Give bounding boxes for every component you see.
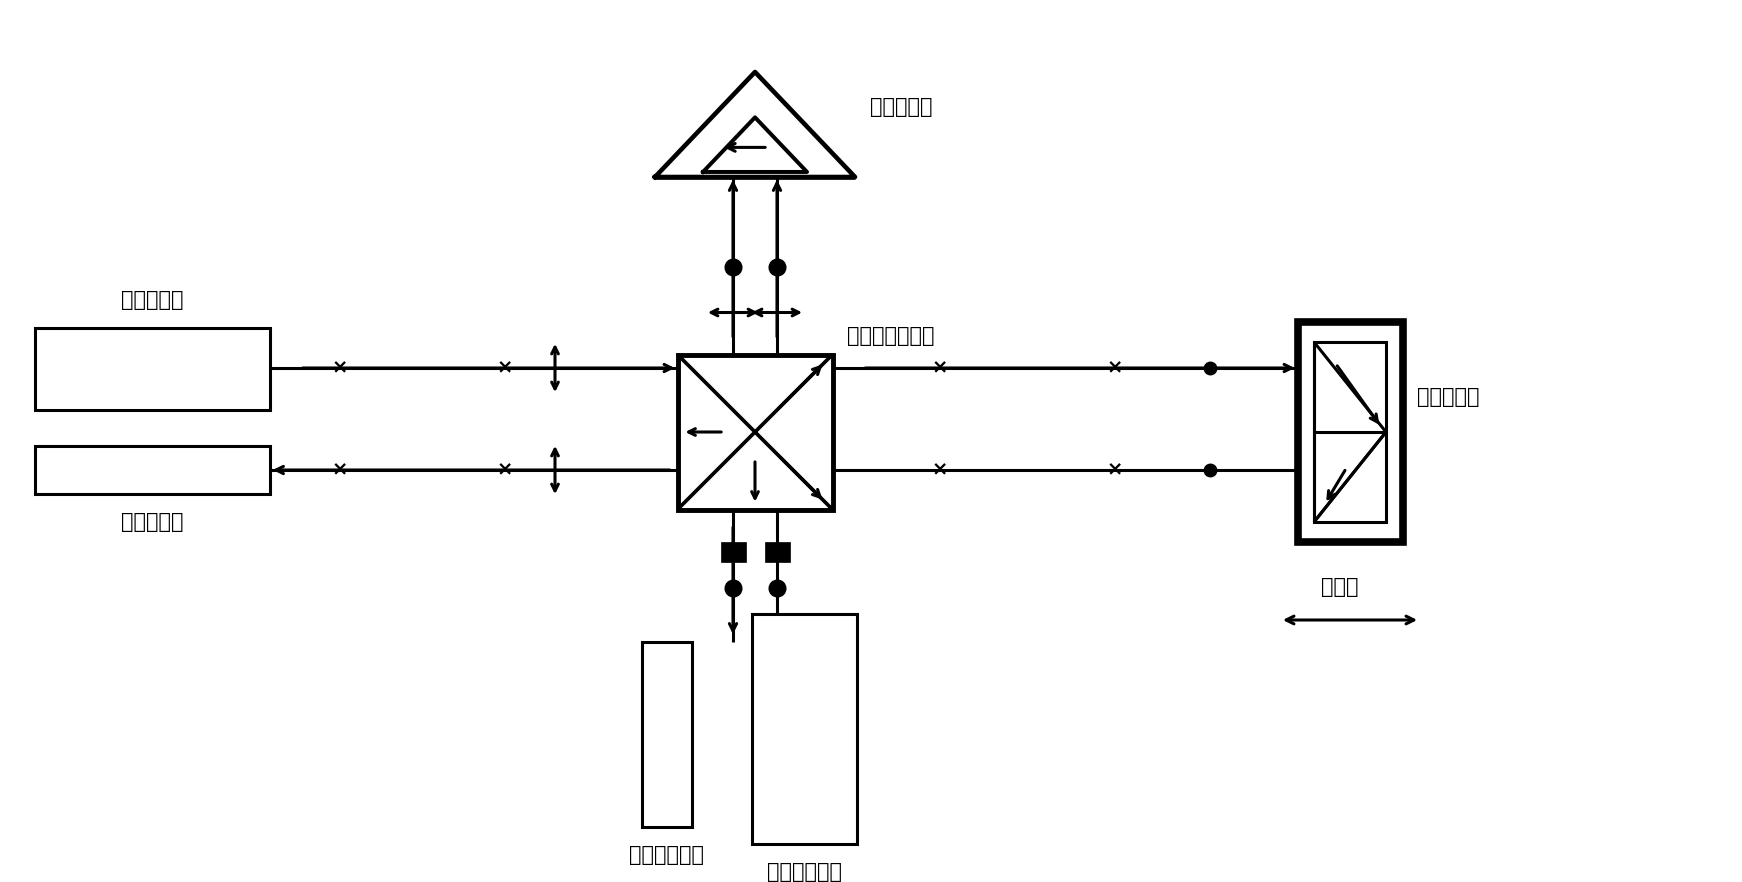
- Bar: [35, 328, 270, 410]
- Text: ×: ×: [496, 358, 514, 377]
- Text: ×: ×: [1106, 358, 1124, 377]
- Text: 运动台: 运动台: [1320, 577, 1359, 597]
- Text: ×: ×: [496, 460, 514, 480]
- Text: 共用测量镜: 共用测量镜: [1418, 387, 1481, 407]
- Text: ×: ×: [932, 460, 948, 480]
- Text: 被校准激光器: 被校准激光器: [766, 862, 841, 882]
- Bar: [765, 542, 789, 562]
- Bar: [643, 642, 692, 827]
- Bar: [1313, 342, 1387, 522]
- Bar: [678, 355, 833, 510]
- Bar: [1298, 322, 1402, 542]
- Bar: [753, 614, 857, 844]
- Text: 标准接收器: 标准接收器: [122, 512, 183, 532]
- Text: 共用偏振分光镜: 共用偏振分光镜: [848, 326, 935, 347]
- Bar: [721, 542, 746, 562]
- Text: ×: ×: [932, 358, 948, 377]
- Text: 标准激光器: 标准激光器: [122, 290, 183, 310]
- Text: ×: ×: [331, 460, 348, 480]
- Text: 被校准接收器: 被校准接收器: [629, 845, 704, 865]
- Bar: [35, 446, 270, 494]
- Text: ×: ×: [1106, 460, 1124, 480]
- Text: ×: ×: [331, 358, 348, 377]
- Text: 共用参考镜: 共用参考镜: [869, 97, 932, 117]
